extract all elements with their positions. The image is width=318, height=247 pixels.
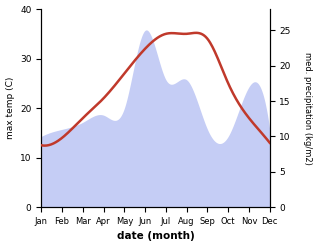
X-axis label: date (month): date (month) [117,231,194,242]
Y-axis label: max temp (C): max temp (C) [5,77,15,139]
Y-axis label: med. precipitation (kg/m2): med. precipitation (kg/m2) [303,52,313,165]
